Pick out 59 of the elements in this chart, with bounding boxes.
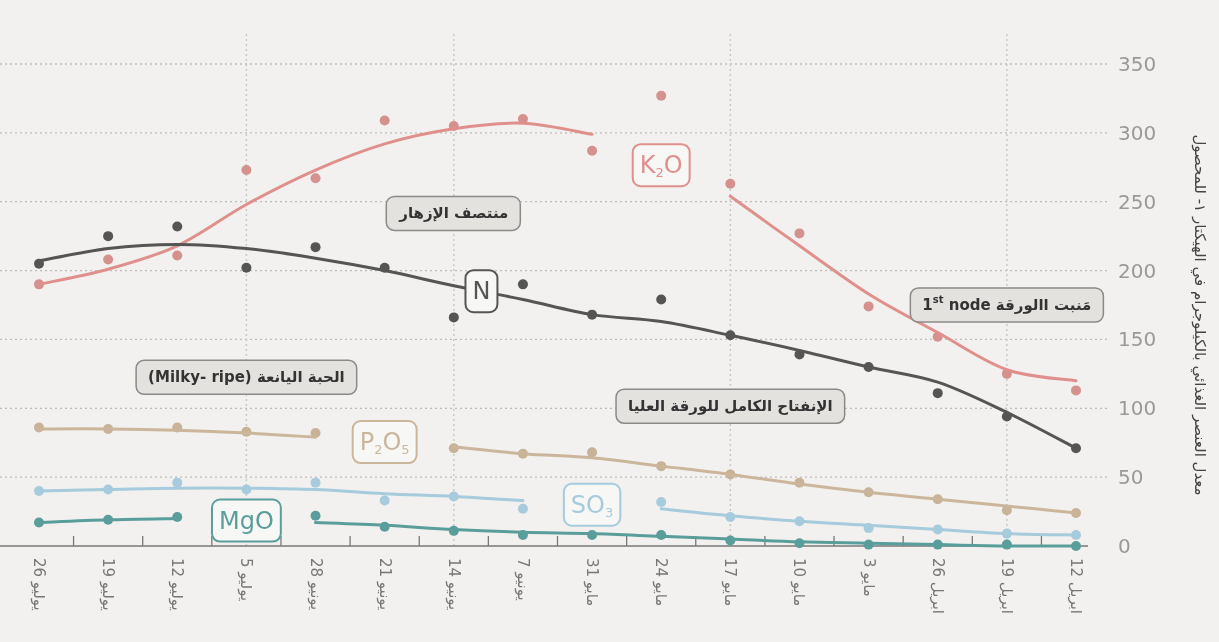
x-tick-label: 26 ابريل — [928, 558, 947, 615]
y-axis-title: معدل العنصر الغذائي بالكيلوجرام في الهيكتار ١- للمحصول — [1190, 134, 1209, 496]
point — [725, 178, 736, 189]
point — [172, 250, 183, 261]
ref-line-label: الإنفتاح الكامل للورقة العليا — [628, 397, 833, 416]
y-tick-label: 300 — [1118, 120, 1157, 145]
point — [310, 242, 321, 253]
x-tick-label: 12 ابريل — [1067, 558, 1085, 615]
text: SO$_{3}$ — [570, 490, 614, 520]
point — [379, 115, 390, 126]
point — [172, 221, 183, 232]
ref-line-label: الحبة اليانعة (Milky- ripe) — [148, 368, 345, 387]
point — [656, 496, 667, 507]
point — [310, 510, 321, 521]
y-tick-label: 100 — [1118, 396, 1157, 421]
point — [103, 231, 114, 242]
y-tick-label: 350 — [1118, 52, 1157, 76]
point — [310, 173, 321, 184]
y-tick-label: 150 — [1118, 327, 1157, 352]
point — [1071, 385, 1081, 396]
text: K$_{2}$O — [639, 151, 683, 181]
point — [863, 301, 874, 312]
point — [241, 262, 252, 273]
x-tick-label: 24 مايو — [652, 558, 671, 607]
x-tick-label: 26 يوليو — [30, 558, 48, 611]
point — [379, 495, 390, 506]
point — [587, 145, 598, 156]
y-tick-label: 200 — [1118, 258, 1157, 283]
y-tick-label: 50 — [1118, 465, 1144, 490]
x-tick-label: 19 ابريل — [997, 558, 1016, 615]
x-tick-label: 17 مايو — [721, 558, 740, 607]
series-label: P$_{2}$O$_{5}$ — [359, 428, 410, 458]
y-tick-label: 0 — [1118, 534, 1131, 558]
x-tick-label: 7 يونيو — [513, 558, 532, 601]
point — [656, 294, 667, 305]
point — [517, 279, 528, 290]
x-tick-label: 10 مايو — [790, 558, 809, 607]
point — [172, 477, 183, 488]
x-tick-label: 28 يونيو — [306, 558, 325, 611]
x-tick-label: 19 يوليو — [99, 558, 118, 611]
x-tick-label: 3 مايو — [859, 558, 878, 597]
point — [587, 447, 598, 458]
x-tick-label: 12 يوليو — [168, 558, 187, 611]
ref-line-label: منتصف الإزهار — [398, 204, 509, 223]
y-tick-label: 250 — [1118, 189, 1157, 214]
point — [517, 503, 528, 514]
x-tick-label: 31 مايو — [583, 558, 602, 607]
x-tick-label: 21 يونيو — [375, 558, 394, 611]
point — [310, 477, 321, 488]
point — [932, 388, 943, 399]
series-label: MgO — [218, 506, 274, 535]
x-tick-label: 5 يوليو — [237, 558, 256, 602]
point — [241, 165, 252, 176]
x-tick-label: 14 يونيو — [444, 558, 463, 611]
point — [448, 312, 459, 323]
point — [656, 90, 667, 101]
point — [103, 254, 114, 265]
point — [794, 228, 805, 239]
series-label: N — [472, 277, 491, 306]
